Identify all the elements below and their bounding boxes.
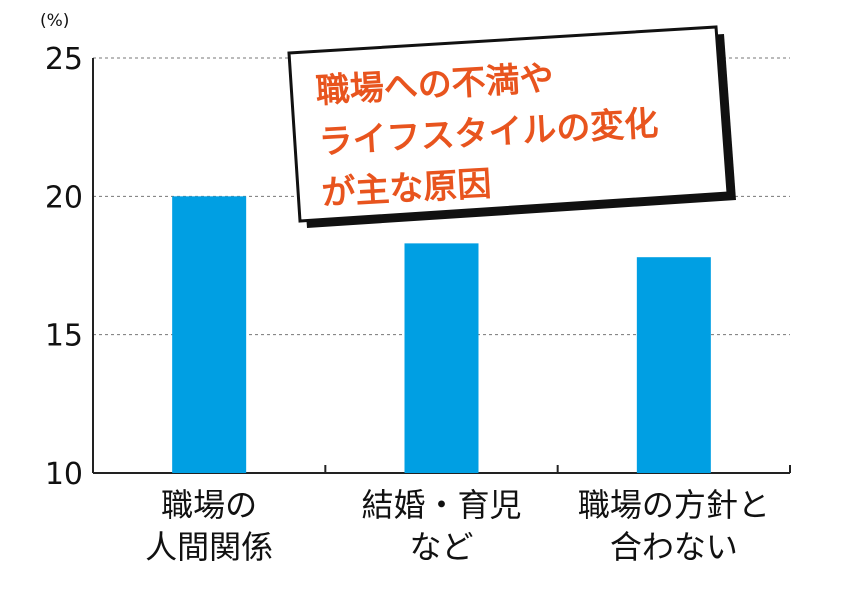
category-label: 職場の <box>161 486 257 524</box>
callout-panel <box>287 25 730 223</box>
bar <box>172 196 247 474</box>
y-tick-label: 20 <box>45 180 83 215</box>
y-tick-label: 15 <box>45 319 83 354</box>
category-label: など <box>409 528 473 566</box>
y-unit-label: (%) <box>40 11 69 31</box>
callout-line-3: が主な原因 <box>320 164 492 213</box>
y-tick-label: 25 <box>45 42 83 77</box>
category-label: 職場の方針と <box>578 486 770 524</box>
x-tick-marks <box>324 465 791 473</box>
bar <box>404 243 479 473</box>
y-tick-labels: 10 15 20 25 <box>45 42 83 492</box>
category-label: 結婚・育児 <box>361 486 521 524</box>
bar <box>636 257 711 473</box>
callout-box: 職場への不満や ライフスタイルの変化 が主な原因 <box>287 25 736 228</box>
category-label: 人間関係 <box>145 528 273 566</box>
bars <box>172 196 711 474</box>
y-tick-label: 10 <box>45 457 83 492</box>
category-label: 合わない <box>610 528 738 566</box>
